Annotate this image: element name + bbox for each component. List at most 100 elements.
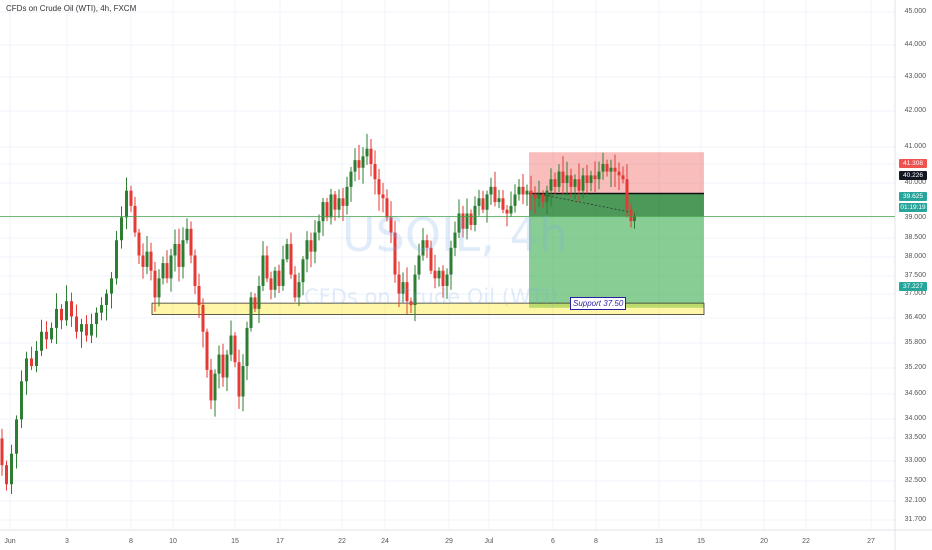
candle-body	[317, 221, 321, 233]
x-tick-label: 17	[276, 538, 284, 545]
candle-body	[337, 198, 341, 210]
candle-body	[429, 247, 433, 271]
candle-body	[473, 205, 477, 225]
candle-body	[85, 324, 88, 336]
candle-body	[441, 270, 445, 286]
candle-body	[25, 358, 28, 382]
candle-body	[469, 213, 473, 225]
candle-body	[125, 190, 128, 218]
y-tick-label: 40.000	[904, 179, 926, 186]
candle-body	[100, 305, 103, 313]
candle-body	[293, 274, 297, 298]
price-tag: 01:19:19	[899, 202, 927, 212]
y-tick-label: 32.100	[904, 497, 926, 504]
candle-body	[50, 327, 53, 340]
x-tick-label: 24	[381, 538, 389, 545]
candle-body	[341, 198, 345, 206]
candle-body	[241, 366, 245, 397]
candle-body	[389, 217, 393, 233]
candle-body	[573, 179, 577, 187]
x-tick-label: 27	[867, 538, 875, 545]
candle-body	[75, 316, 78, 332]
y-tick-label: 44.000	[904, 41, 926, 48]
candle-body	[505, 209, 509, 214]
candle-body	[585, 175, 589, 184]
candle-body	[373, 163, 377, 180]
candle-body	[437, 270, 441, 279]
price-tag: 40.226	[899, 170, 927, 180]
candle-body	[253, 297, 257, 309]
candle-body	[577, 179, 581, 191]
candle-body	[15, 419, 18, 454]
candle-body	[381, 194, 385, 199]
candle-body	[497, 198, 501, 203]
candle-body	[193, 255, 197, 286]
candle-body	[549, 179, 553, 191]
candle-body	[90, 324, 93, 336]
x-tick-label: Jul	[484, 538, 494, 545]
candle-body	[277, 270, 281, 286]
y-tick-label: 43.000	[904, 73, 926, 80]
candle-body	[120, 217, 123, 241]
candle-body	[417, 255, 421, 275]
candle-body	[261, 255, 265, 286]
candle-body	[181, 240, 185, 267]
candle-body	[269, 278, 273, 290]
candle-body	[513, 194, 517, 206]
candle-body	[597, 171, 601, 180]
x-tick-label: 8	[594, 538, 598, 545]
candle-body	[80, 324, 83, 332]
candle-body	[353, 160, 357, 172]
candle-body	[145, 251, 149, 267]
x-tick-label: 20	[760, 538, 768, 545]
candle-body	[369, 148, 373, 164]
candle-body	[169, 255, 173, 279]
candle-body	[333, 194, 337, 210]
candle-body	[213, 373, 217, 401]
y-tick-label: 31.700	[904, 516, 926, 523]
candle-body	[65, 301, 68, 321]
candle-body	[5, 465, 8, 485]
candle-body	[617, 171, 621, 176]
candle-body	[365, 148, 369, 157]
x-tick-label: 6	[551, 538, 555, 545]
candle-body	[233, 335, 237, 363]
candle-body	[285, 244, 289, 260]
x-tick-label: 13	[655, 538, 663, 545]
y-tick-label: 38.500	[904, 234, 926, 241]
candle-body	[265, 255, 269, 279]
candle-body	[297, 282, 301, 298]
candle-body	[485, 194, 489, 210]
x-tick-label: 10	[169, 538, 177, 545]
support-zone	[151, 302, 705, 315]
candle-body	[629, 209, 633, 222]
x-tick-label: 8	[129, 538, 133, 545]
x-tick-label: 22	[338, 538, 346, 545]
candle-body	[273, 270, 277, 290]
candle-body	[601, 163, 605, 172]
candle-body	[133, 205, 137, 233]
candle-body	[509, 205, 513, 214]
y-tick-label: 37.500	[904, 272, 926, 279]
candle-body	[20, 381, 23, 420]
candle-body	[561, 171, 565, 184]
watermark-description: CFDs on Crude Oil (WTI)	[304, 285, 558, 309]
candle-body	[593, 175, 597, 180]
candle-body	[45, 331, 48, 340]
candle-body	[201, 305, 205, 332]
y-tick-label: 39.000	[904, 214, 926, 221]
candle-body	[185, 228, 189, 241]
candle-body	[433, 270, 437, 279]
candle-body	[501, 198, 505, 210]
candle-body	[453, 232, 457, 248]
candle-body	[621, 175, 625, 180]
candle-body	[533, 194, 537, 199]
candle-body	[477, 198, 481, 206]
x-tick-label: 29	[445, 538, 453, 545]
candle-body	[237, 362, 241, 397]
candle-body	[589, 175, 593, 184]
y-tick-label: 33.000	[904, 457, 926, 464]
y-tick-label: 34.000	[904, 415, 926, 422]
x-tick-label: 15	[697, 538, 705, 545]
